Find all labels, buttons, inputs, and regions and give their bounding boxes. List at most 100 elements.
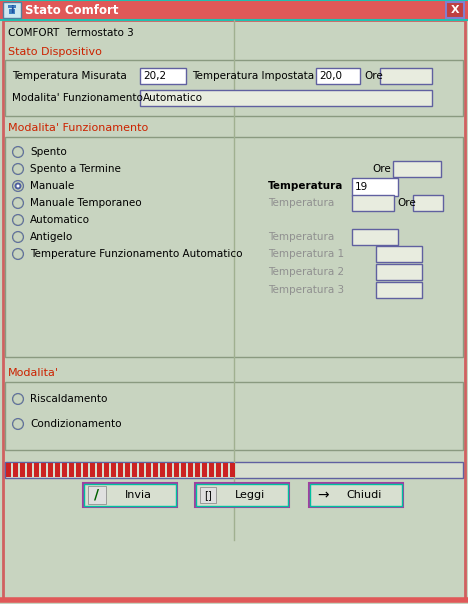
Text: Temperatura 3: Temperatura 3: [268, 285, 344, 295]
Bar: [216, 463, 221, 477]
Text: Leggi: Leggi: [235, 490, 265, 500]
Bar: [153, 463, 158, 477]
Text: Spento a Termine: Spento a Termine: [30, 164, 121, 174]
Bar: [393, 161, 441, 177]
Text: Riscaldamento: Riscaldamento: [30, 394, 107, 404]
Text: Stato Comfort: Stato Comfort: [25, 4, 118, 16]
Circle shape: [14, 233, 22, 242]
Text: Condizionamento: Condizionamento: [30, 419, 122, 429]
Bar: [0, 0, 468, 20]
Bar: [104, 463, 109, 477]
Bar: [230, 463, 235, 477]
Bar: [380, 68, 432, 84]
Circle shape: [14, 216, 22, 225]
Text: 19: 19: [355, 182, 368, 192]
Text: Manuale: Manuale: [30, 181, 74, 191]
Bar: [69, 463, 74, 477]
Bar: [118, 463, 123, 477]
Bar: [88, 486, 106, 504]
Text: /: /: [95, 488, 100, 502]
Bar: [5, 137, 463, 357]
Text: Modalita' Funzionamento: Modalita' Funzionamento: [12, 93, 143, 103]
Bar: [196, 484, 288, 506]
Text: Antigelo: Antigelo: [30, 232, 73, 242]
Bar: [188, 463, 193, 477]
Bar: [83, 463, 88, 477]
Text: Stato Dispositivo: Stato Dispositivo: [8, 47, 102, 57]
Text: Temperatura: Temperatura: [268, 198, 334, 208]
Text: i: i: [10, 5, 14, 15]
Text: →: →: [317, 488, 329, 502]
Bar: [48, 463, 53, 477]
Text: 20,2: 20,2: [143, 71, 166, 81]
Text: X: X: [451, 5, 459, 15]
Circle shape: [13, 198, 23, 208]
Bar: [125, 463, 130, 477]
Bar: [195, 483, 289, 507]
Circle shape: [13, 248, 23, 260]
Bar: [111, 463, 116, 477]
Bar: [13, 463, 18, 477]
Bar: [209, 463, 214, 477]
Text: Temperatura Misurata: Temperatura Misurata: [12, 71, 127, 81]
Bar: [76, 463, 81, 477]
Bar: [9, 9, 15, 14]
Bar: [167, 463, 172, 477]
Text: 20,0: 20,0: [319, 71, 342, 81]
Bar: [140, 68, 186, 84]
Bar: [34, 463, 39, 477]
Text: Temperatura 2: Temperatura 2: [268, 267, 344, 277]
Bar: [174, 463, 179, 477]
Bar: [195, 463, 200, 477]
Bar: [84, 484, 176, 506]
Circle shape: [13, 164, 23, 175]
Text: []: []: [204, 490, 212, 500]
Bar: [223, 463, 228, 477]
Bar: [352, 229, 398, 245]
Bar: [413, 195, 443, 211]
Bar: [5, 60, 463, 116]
Bar: [62, 463, 67, 477]
Circle shape: [14, 147, 22, 156]
Text: Chiudi: Chiudi: [346, 490, 382, 500]
Circle shape: [15, 182, 22, 190]
Circle shape: [14, 394, 22, 403]
Bar: [97, 463, 102, 477]
Text: Spento: Spento: [30, 147, 67, 157]
Bar: [55, 463, 60, 477]
Text: Temperatura 1: Temperatura 1: [268, 249, 344, 259]
Bar: [160, 463, 165, 477]
Bar: [376, 264, 422, 280]
Bar: [5, 462, 463, 478]
Circle shape: [14, 249, 22, 259]
Text: COMFORT  Termostato 3: COMFORT Termostato 3: [8, 28, 134, 38]
Text: Automatico: Automatico: [143, 93, 203, 103]
Text: Modalita': Modalita': [8, 368, 59, 378]
Text: Temperature Funzionamento Automatico: Temperature Funzionamento Automatico: [30, 249, 242, 259]
Circle shape: [14, 164, 22, 173]
Circle shape: [16, 184, 20, 187]
Bar: [309, 483, 403, 507]
Bar: [139, 463, 144, 477]
Bar: [6, 463, 11, 477]
Circle shape: [14, 199, 22, 208]
Bar: [140, 90, 432, 106]
Bar: [146, 463, 151, 477]
Bar: [352, 195, 394, 211]
Text: Temperatura: Temperatura: [268, 232, 334, 242]
Text: Ore: Ore: [364, 71, 383, 81]
Circle shape: [13, 147, 23, 158]
Text: Ore: Ore: [397, 198, 416, 208]
Bar: [446, 2, 464, 18]
Text: Invia: Invia: [124, 490, 152, 500]
Bar: [132, 463, 137, 477]
Bar: [8, 5, 16, 8]
Bar: [200, 487, 216, 503]
Circle shape: [13, 214, 23, 225]
Circle shape: [13, 181, 23, 191]
Bar: [352, 178, 398, 196]
Bar: [27, 463, 32, 477]
Bar: [376, 246, 422, 262]
Text: Modalita' Funzionamento: Modalita' Funzionamento: [8, 123, 148, 133]
Bar: [376, 282, 422, 298]
